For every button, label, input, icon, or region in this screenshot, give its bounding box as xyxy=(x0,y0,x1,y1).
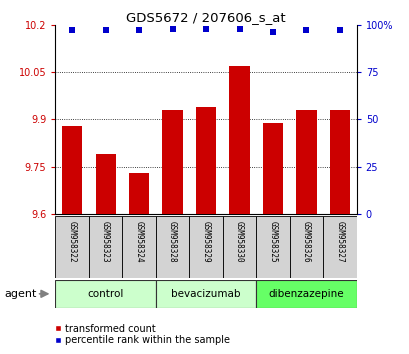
Point xyxy=(102,28,109,33)
Text: bevacizumab: bevacizumab xyxy=(171,289,240,299)
Text: GSM958323: GSM958323 xyxy=(101,221,110,263)
Point xyxy=(135,28,142,33)
Text: agent: agent xyxy=(4,289,36,299)
Point xyxy=(69,28,75,33)
Bar xyxy=(256,216,289,278)
Bar xyxy=(296,110,316,214)
Bar xyxy=(155,216,189,278)
Bar xyxy=(189,216,222,278)
Text: GSM958327: GSM958327 xyxy=(335,221,344,263)
Bar xyxy=(262,122,282,214)
Bar xyxy=(89,216,122,278)
Bar xyxy=(256,280,356,308)
Bar xyxy=(196,107,216,214)
Bar xyxy=(155,280,256,308)
Text: GSM958324: GSM958324 xyxy=(134,221,143,263)
Text: GSM958329: GSM958329 xyxy=(201,221,210,263)
Bar xyxy=(95,154,115,214)
Bar xyxy=(62,126,82,214)
Point xyxy=(236,26,242,32)
Point xyxy=(302,28,309,33)
Point xyxy=(269,29,276,35)
Text: GSM958325: GSM958325 xyxy=(268,221,277,263)
Text: dibenzazepine: dibenzazepine xyxy=(268,289,344,299)
Point xyxy=(202,26,209,32)
Bar xyxy=(229,66,249,214)
Bar xyxy=(55,216,89,278)
Text: GSM958322: GSM958322 xyxy=(67,221,76,263)
Bar xyxy=(289,216,322,278)
Point xyxy=(336,28,342,33)
Legend: transformed count, percentile rank within the sample: transformed count, percentile rank withi… xyxy=(50,320,233,349)
Bar xyxy=(329,110,349,214)
Bar xyxy=(129,173,149,214)
Text: GSM958330: GSM958330 xyxy=(234,221,243,263)
Bar xyxy=(222,216,256,278)
Bar xyxy=(122,216,155,278)
Text: control: control xyxy=(87,289,124,299)
Bar xyxy=(322,216,356,278)
Text: GSM958328: GSM958328 xyxy=(168,221,177,263)
Bar xyxy=(55,280,155,308)
Title: GDS5672 / 207606_s_at: GDS5672 / 207606_s_at xyxy=(126,11,285,24)
Text: GSM958326: GSM958326 xyxy=(301,221,310,263)
Bar xyxy=(162,110,182,214)
Point xyxy=(169,26,175,32)
